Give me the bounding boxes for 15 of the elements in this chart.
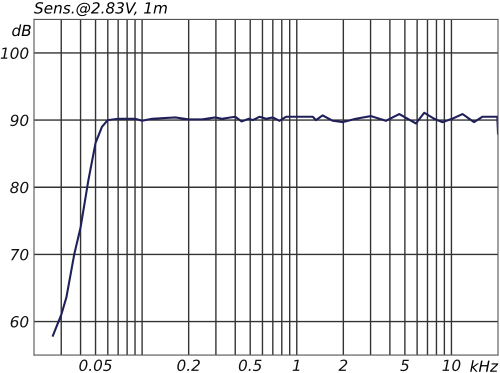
y-tick-label: 100 (0, 47, 28, 59)
x-axis-title: kHz (470, 360, 498, 372)
x-tick-label: 1 (292, 360, 300, 371)
y-tick-label: 90 (10, 114, 28, 126)
x-tick-label: 10 (442, 360, 460, 372)
x-tick-label: 0.2 (177, 360, 200, 372)
y-tick-label: 70 (11, 248, 28, 260)
y-axis-title: dB (12, 24, 31, 36)
y-tick-label: 80 (10, 182, 28, 194)
x-tick-label: 0.05 (79, 360, 112, 372)
x-tick-label: 2 (338, 360, 348, 371)
x-tick-label: 5 (400, 360, 409, 372)
y-tick-label: 60 (10, 316, 28, 328)
x-tick-label: 0.5 (238, 360, 262, 372)
chart-title: Sens.@2.83V, 1m (34, 2, 167, 16)
